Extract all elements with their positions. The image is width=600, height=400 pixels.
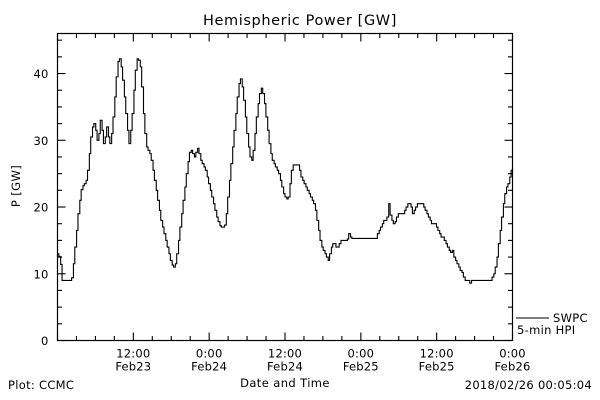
x-axis-ticks: [56, 33, 514, 341]
chart-title: Hemispheric Power [GW]: [203, 13, 397, 29]
y-tick-label: 0: [41, 334, 49, 348]
x-axis-tick-labels: 12:00Feb230:00Feb2412:00Feb240:00Feb2512…: [115, 347, 530, 374]
x-tick-time-label: 0:00: [348, 347, 375, 361]
legend-label-line1: SWPC: [553, 311, 588, 325]
y-tick-label: 30: [33, 134, 48, 148]
y-tick-label: 40: [33, 67, 48, 81]
x-tick-date-label: Feb24: [191, 360, 227, 374]
x-tick-date-label: Feb25: [343, 360, 379, 374]
x-tick-time-label: 0:00: [499, 347, 526, 361]
x-tick-date-label: Feb26: [495, 360, 531, 374]
y-axis-tick-labels: 0 10 20 30 40: [33, 67, 48, 348]
footer-timestamp: 2018/02/26 00:05:04: [465, 378, 592, 392]
x-axis-label: Date and Time: [240, 376, 330, 390]
footer-credit: Plot: CCMC: [8, 378, 74, 392]
x-tick-time-label: 12:00: [420, 347, 454, 361]
y-axis-ticks: [57, 39, 513, 342]
x-tick-date-label: Feb24: [267, 360, 303, 374]
y-tick-label: 10: [33, 267, 48, 281]
y-tick-label: 20: [33, 201, 48, 215]
x-tick-date-label: Feb23: [115, 360, 151, 374]
x-tick-time-label: 12:00: [116, 347, 150, 361]
data-line-swpc: [57, 58, 514, 284]
data-series-group: [57, 58, 514, 284]
y-axis-label: P [GW]: [9, 165, 23, 207]
x-tick-time-label: 12:00: [268, 347, 302, 361]
x-tick-date-label: Feb25: [419, 360, 455, 374]
legend-label-line2: 5-min HPI: [517, 323, 575, 337]
x-tick-time-label: 0:00: [196, 347, 223, 361]
